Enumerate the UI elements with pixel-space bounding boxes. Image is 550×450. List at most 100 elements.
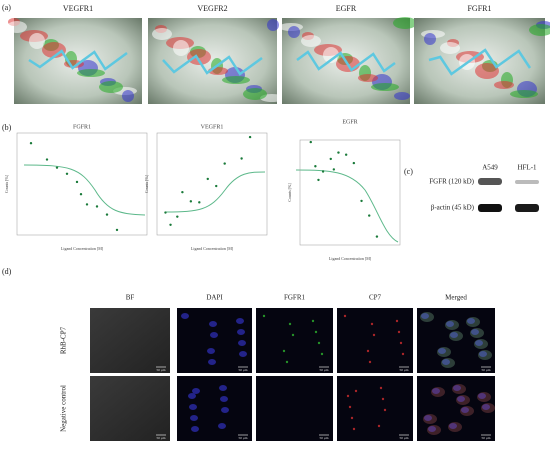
nucleus	[449, 423, 457, 429]
micrograph	[90, 376, 170, 441]
cell-signal	[314, 330, 318, 334]
surface-patch	[99, 81, 123, 93]
micrograph	[337, 308, 413, 373]
panel-label: (c)	[404, 167, 413, 176]
data-point	[329, 157, 332, 161]
surface-patch	[122, 90, 134, 102]
column-header: FGFR1	[284, 294, 306, 302]
plot-title: FGFR1	[73, 124, 91, 130]
cell-signal	[399, 341, 403, 345]
data-point	[206, 177, 209, 181]
cell-signal	[474, 339, 488, 349]
nucleus	[471, 329, 479, 335]
nucleus	[428, 426, 436, 432]
nucleus	[478, 393, 486, 399]
surface-patch	[29, 33, 45, 49]
row-label: FGFR (120 kD)	[429, 178, 474, 186]
blot-band	[478, 204, 502, 212]
scale-bar-label: 50 μm	[482, 368, 491, 372]
surface-patch	[243, 88, 267, 100]
surface-patch	[187, 49, 211, 65]
data-point	[344, 153, 348, 156]
data-point	[65, 172, 69, 175]
scale-bar-label: 50 μm	[320, 368, 329, 372]
cell-signal	[343, 314, 347, 318]
cell-signal	[445, 320, 459, 330]
data-point	[248, 135, 252, 139]
micrograph	[256, 308, 333, 373]
scale-bar-label: 50 μm	[400, 368, 409, 372]
micrograph	[256, 376, 333, 441]
data-point	[164, 211, 167, 214]
nucleus	[446, 321, 454, 327]
surface-patch	[510, 90, 538, 98]
nucleus	[190, 415, 198, 421]
row-header: Negative control	[60, 385, 68, 432]
micrograph	[177, 376, 252, 441]
data-point	[85, 203, 89, 206]
fit-curve	[295, 169, 399, 243]
lane-label: HFL-1	[517, 164, 537, 172]
column-header: CP7	[369, 294, 382, 302]
surface-patch	[494, 81, 514, 89]
surface-patch	[267, 19, 279, 31]
cell-signal	[317, 341, 321, 345]
cell-signal	[477, 392, 491, 402]
column-header: DAPI	[206, 294, 223, 302]
data-point	[29, 142, 33, 145]
cell-signal	[377, 424, 381, 428]
data-point	[314, 165, 317, 168]
cell-signal	[452, 384, 466, 394]
surface-patch	[529, 24, 550, 36]
nucleus	[421, 313, 429, 319]
data-point	[223, 162, 226, 165]
blot-band	[515, 204, 539, 212]
cell-signal	[346, 394, 350, 398]
cell-signal	[431, 387, 445, 397]
cell-signal	[288, 322, 292, 326]
cell-signal	[381, 397, 385, 401]
surface-patch	[173, 40, 189, 56]
data-point	[240, 157, 243, 160]
scale-bar-label: 50 μm	[320, 436, 329, 440]
y-axis-label: Counts [%]	[144, 174, 149, 193]
surface-patch	[323, 47, 339, 63]
nucleus	[442, 359, 450, 365]
cell-signal	[311, 319, 315, 323]
nucleus	[181, 313, 189, 319]
nucleus	[438, 348, 446, 354]
nucleus	[189, 404, 197, 410]
fit-curve	[164, 171, 266, 213]
nucleus	[210, 332, 218, 338]
cell-signal	[370, 322, 374, 326]
surface-patch	[393, 17, 417, 29]
nucleus	[432, 388, 440, 394]
nucleus	[482, 404, 490, 410]
x-axis-label: Ligand Concentration [M]	[329, 256, 372, 261]
plot-area	[156, 132, 268, 236]
nucleus	[221, 407, 229, 413]
panel-title: VEGFR2	[197, 4, 227, 13]
cell-signal	[395, 319, 399, 323]
surface-patch	[394, 92, 410, 100]
data-point	[189, 200, 193, 203]
surface-patch	[7, 21, 27, 33]
column-header: BF	[126, 294, 135, 302]
data-point	[45, 158, 49, 161]
nucleus	[424, 415, 432, 421]
data-point	[176, 215, 179, 218]
nucleus	[191, 426, 199, 432]
cell-signal	[437, 347, 451, 357]
panel-label: (a)	[2, 3, 11, 12]
cell-signal	[470, 328, 484, 338]
data-point	[79, 193, 83, 196]
nucleus	[218, 423, 226, 429]
cell-signal	[478, 350, 492, 360]
data-point	[55, 166, 59, 169]
data-point	[105, 213, 109, 216]
data-point	[309, 140, 312, 144]
cell-signal	[291, 333, 295, 337]
cell-signal	[466, 317, 480, 327]
cell-signal	[366, 349, 370, 353]
cell-signal	[372, 333, 376, 337]
